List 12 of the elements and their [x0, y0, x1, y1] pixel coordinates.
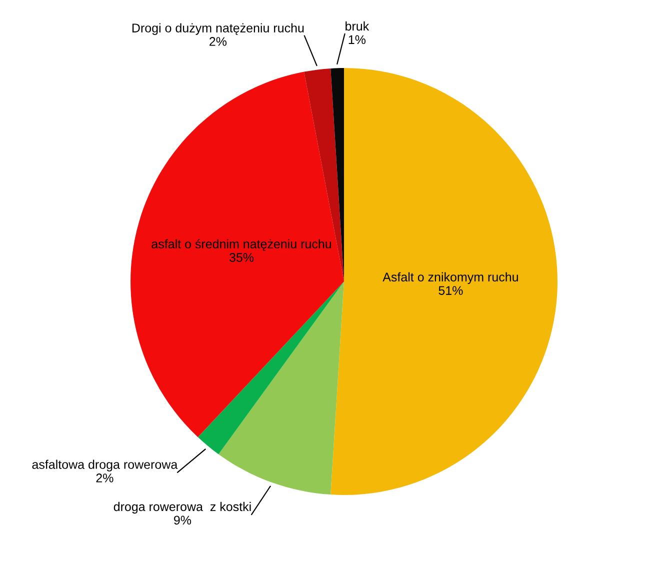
slice-label: asfaltowa droga rowerowa — [32, 460, 178, 472]
data-label: 35% — [229, 253, 254, 262]
data-label: 1% — [348, 35, 366, 44]
slice-label: bruk — [346, 21, 370, 31]
slice-label: asfalt o średnim natężeniu ruchu — [152, 239, 332, 251]
slice-label: Asfalt o znikomym ruchu — [382, 272, 518, 284]
slice-label: Drogi o dużym natężeniu ruchu — [132, 23, 304, 35]
data-label: 2% — [210, 37, 227, 46]
data-label: 51% — [438, 286, 463, 295]
slice-label: droga rowerowa z kostki — [114, 502, 251, 514]
data-label: 9% — [174, 516, 192, 525]
data-label: 2% — [96, 474, 114, 482]
